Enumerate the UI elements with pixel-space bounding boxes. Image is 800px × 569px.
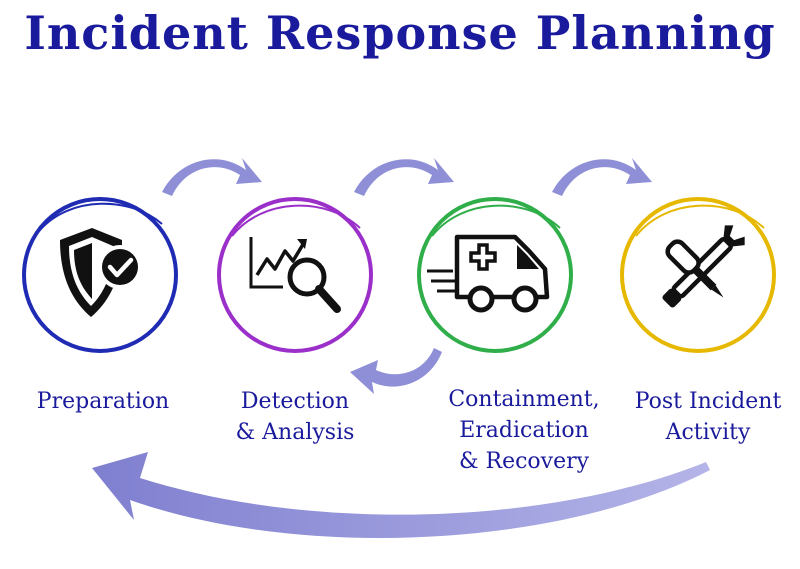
arrow-detection-to-containment xyxy=(354,158,454,196)
arrow-preparation-to-detection xyxy=(162,158,262,196)
stage-label-post-incident: Post Incident Activity xyxy=(618,386,798,448)
tools-icon xyxy=(662,225,745,308)
shield-check-icon xyxy=(60,228,142,317)
stage-label-line: Preparation xyxy=(36,389,170,414)
stage-label-containment: Containment, Eradication & Recovery xyxy=(428,384,620,477)
stage-circle-post-incident xyxy=(620,197,776,353)
stage-label-line: & Recovery xyxy=(458,449,590,474)
chart-magnifier-icon xyxy=(249,237,341,313)
stage-label-line: Containment, xyxy=(448,387,600,412)
stage-label-detection: Detection & Analysis xyxy=(210,386,380,448)
stage-label-line: Post Incident xyxy=(634,389,782,414)
stage-circle-preparation xyxy=(22,197,178,353)
arrow-containment-to-detection xyxy=(350,348,442,394)
ambulance-icon xyxy=(427,234,550,313)
stage-label-line: & Analysis xyxy=(235,420,355,445)
stage-label-line: Activity xyxy=(665,420,751,445)
stage-circle-detection xyxy=(217,197,373,353)
stage-label-line: Eradication xyxy=(459,418,589,443)
stage-label-preparation: Preparation xyxy=(18,386,188,417)
page-title: Incident Response Planning xyxy=(24,6,776,60)
arrow-containment-to-post-incident xyxy=(552,158,652,196)
stage-label-line: Detection xyxy=(240,389,350,414)
arrow-post-incident-to-preparation xyxy=(92,452,710,538)
stage-circle-containment xyxy=(417,197,573,353)
